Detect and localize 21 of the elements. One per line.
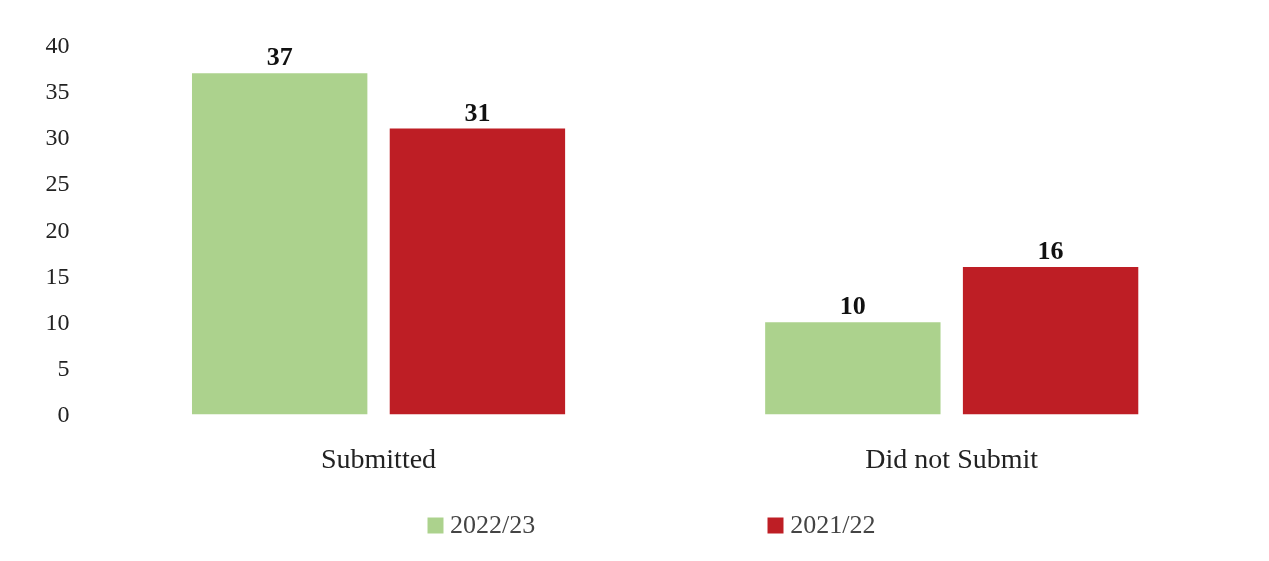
data-label: 31 (464, 97, 491, 127)
y-tick-label: 40 (45, 32, 70, 58)
legend-label: 2021/22 (790, 510, 876, 540)
y-tick-label: 30 (45, 124, 70, 151)
bar (962, 266, 1139, 415)
y-tick-label: 5 (57, 354, 70, 381)
legend-label: 2022/23 (450, 510, 536, 540)
data-label: 10 (839, 291, 866, 321)
y-tick-label: 35 (45, 78, 70, 105)
data-label: 37 (266, 42, 293, 72)
y-tick-label: 20 (45, 216, 70, 243)
y-tick-label: 15 (45, 262, 70, 289)
data-label: 16 (1037, 235, 1064, 265)
x-tick-label: Submitted (320, 442, 437, 474)
bar (389, 128, 566, 415)
y-tick-label: 25 (45, 170, 70, 197)
bar (765, 322, 941, 415)
y-tick-label: 10 (45, 308, 70, 335)
bar (191, 73, 368, 415)
y-tick-label: 0 (57, 401, 70, 427)
x-tick-label: Did not Submit (865, 442, 1039, 474)
